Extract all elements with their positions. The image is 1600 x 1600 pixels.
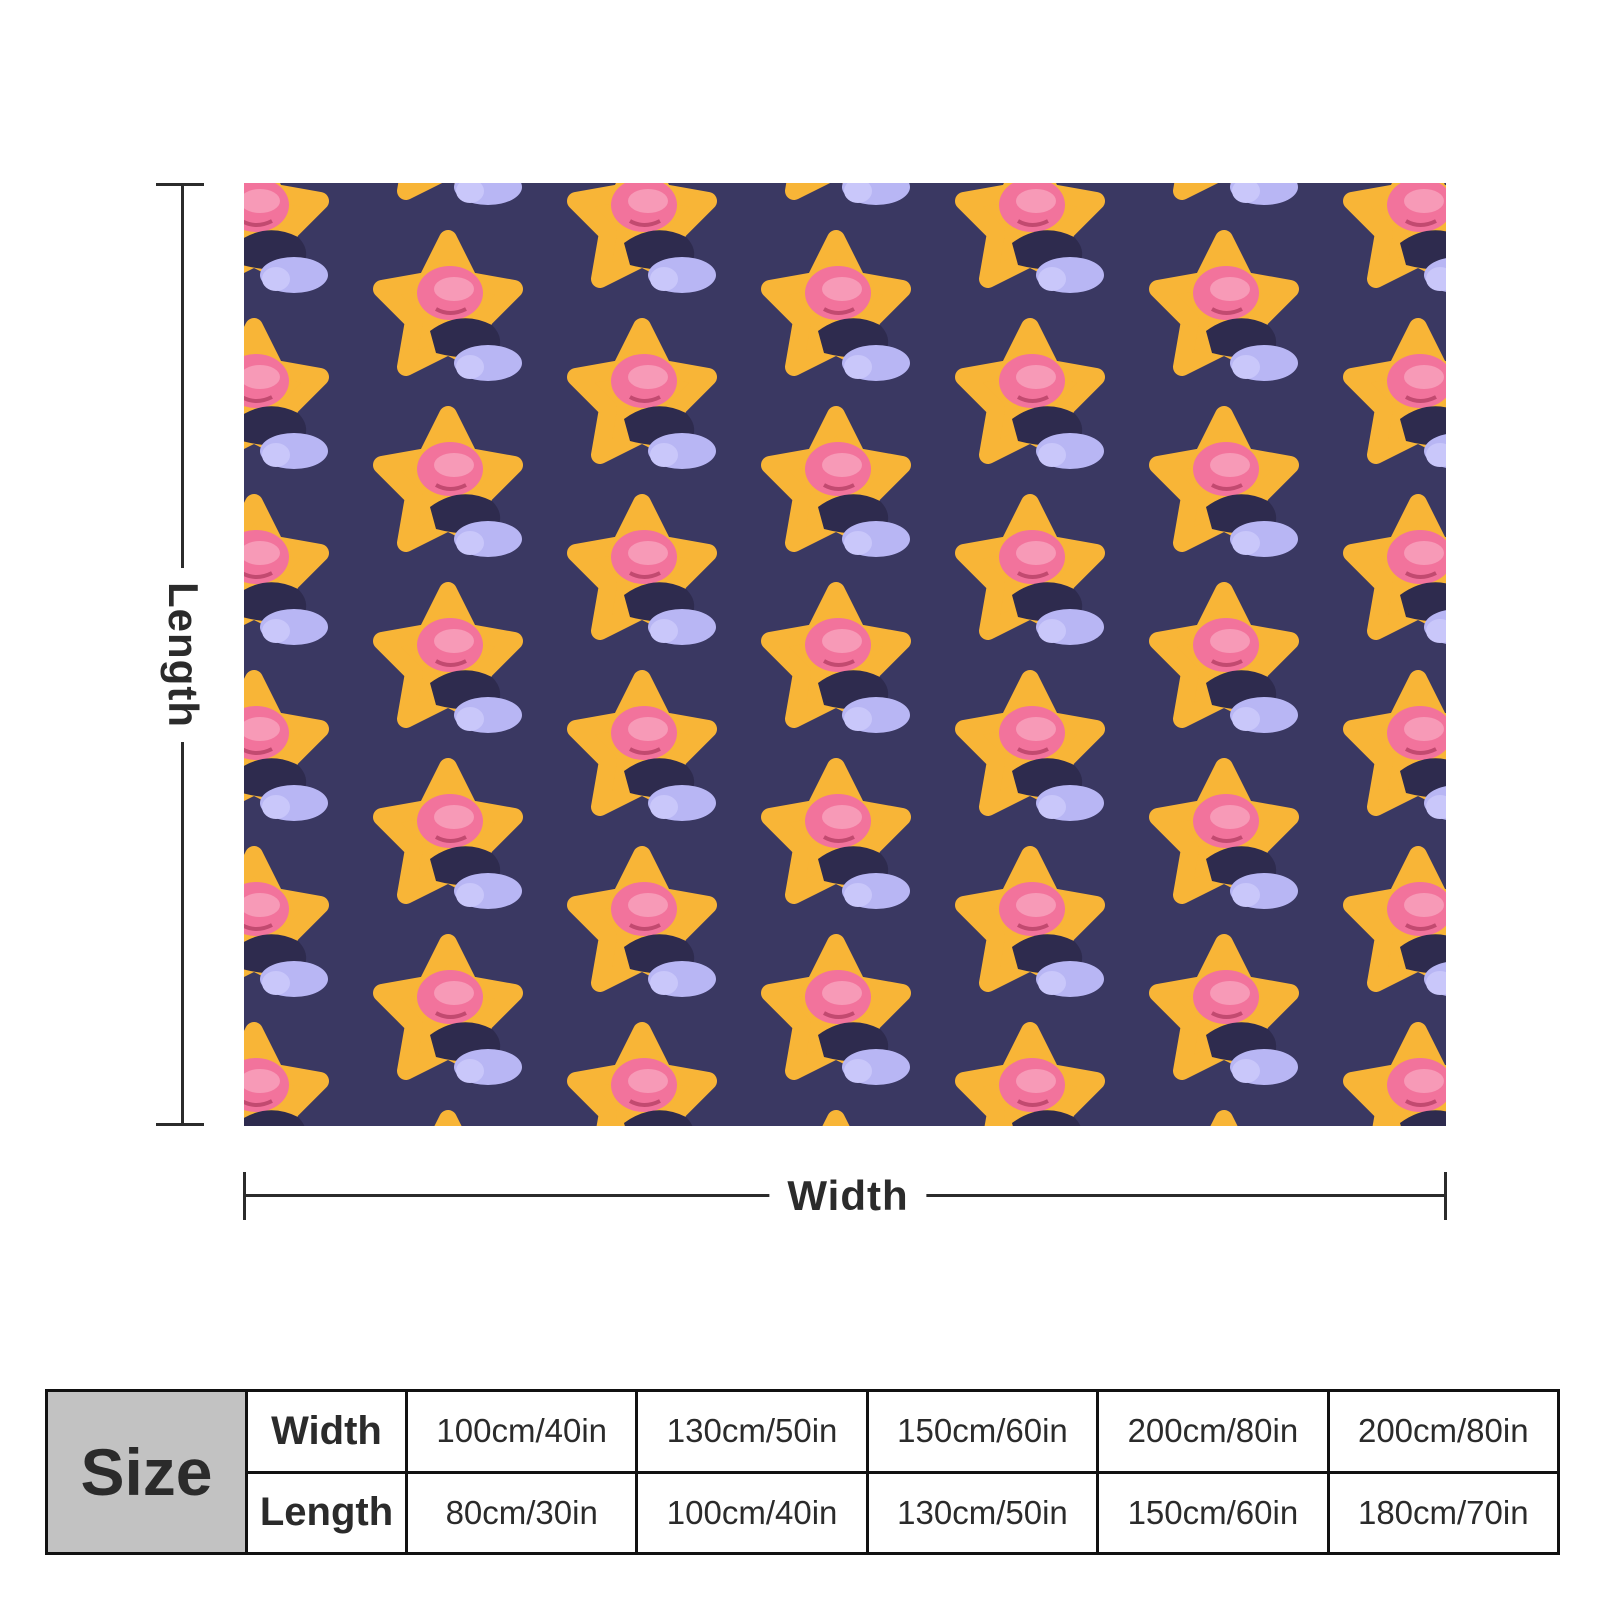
width-label: Width bbox=[769, 1172, 927, 1220]
width-value: 130cm/50in bbox=[635, 1389, 869, 1474]
star-hugging-child-icon bbox=[1352, 679, 1446, 821]
star-hugging-child-icon bbox=[1352, 183, 1446, 293]
star-hugging-child-icon bbox=[770, 1119, 910, 1126]
size-row-width: Size Width 100cm/40in 130cm/50in 150cm/6… bbox=[45, 1389, 1561, 1555]
length-value: 100cm/40in bbox=[635, 1470, 869, 1555]
width-value: 200cm/80in bbox=[1326, 1389, 1561, 1474]
star-hugging-child-icon bbox=[1352, 1031, 1446, 1126]
width-value: 150cm/60in bbox=[865, 1389, 1100, 1474]
star-hugging-child-icon bbox=[1158, 183, 1298, 205]
star-hugging-child-icon bbox=[244, 327, 328, 469]
star-pattern bbox=[244, 183, 1446, 1126]
length-value: 180cm/70in bbox=[1326, 1470, 1561, 1555]
length-dimension-top-tick bbox=[156, 183, 204, 186]
star-hugging-child-icon bbox=[964, 503, 1104, 645]
star-hugging-child-icon bbox=[1158, 239, 1298, 381]
star-hugging-child-icon bbox=[964, 1031, 1104, 1126]
star-hugging-child-icon bbox=[382, 943, 522, 1085]
star-hugging-child-icon bbox=[770, 415, 910, 557]
star-hugging-child-icon bbox=[1158, 591, 1298, 733]
star-hugging-child-icon bbox=[244, 503, 328, 645]
star-hugging-child-icon bbox=[770, 943, 910, 1085]
star-hugging-child-icon bbox=[382, 239, 522, 381]
length-row-label: Length bbox=[245, 1470, 408, 1555]
star-hugging-child-icon bbox=[1158, 415, 1298, 557]
length-value: 130cm/50in bbox=[865, 1470, 1100, 1555]
star-hugging-child-icon bbox=[576, 855, 716, 997]
star-hugging-child-icon bbox=[964, 183, 1104, 293]
length-dimension-bottom-tick bbox=[156, 1123, 204, 1126]
size-header: Size bbox=[45, 1389, 248, 1555]
star-hugging-child-icon bbox=[1158, 943, 1298, 1085]
size-chart-table: Size Width 100cm/40in 130cm/50in 150cm/6… bbox=[45, 1389, 1561, 1555]
star-hugging-child-icon bbox=[576, 679, 716, 821]
star-hugging-child-icon bbox=[1352, 855, 1446, 997]
star-hugging-child-icon bbox=[576, 1031, 716, 1126]
star-hugging-child-icon bbox=[1158, 1119, 1298, 1126]
star-hugging-child-icon bbox=[964, 327, 1104, 469]
star-hugging-child-icon bbox=[770, 591, 910, 733]
blanket-image bbox=[244, 183, 1446, 1126]
star-hugging-child-icon bbox=[576, 183, 716, 293]
star-hugging-child-icon bbox=[770, 183, 910, 205]
width-value: 100cm/40in bbox=[404, 1389, 639, 1474]
star-hugging-child-icon bbox=[244, 183, 328, 293]
star-hugging-child-icon bbox=[382, 591, 522, 733]
star-hugging-child-icon bbox=[382, 415, 522, 557]
size-row-length: Length 80cm/30in 100cm/40in 130cm/50in 1… bbox=[47, 1470, 1561, 1555]
star-hugging-child-icon bbox=[382, 1119, 522, 1126]
star-hugging-child-icon bbox=[576, 327, 716, 469]
star-hugging-child-icon bbox=[1352, 327, 1446, 469]
star-hugging-child-icon bbox=[1352, 503, 1446, 645]
width-row-label: Width bbox=[245, 1389, 408, 1474]
star-hugging-child-icon bbox=[770, 239, 910, 381]
star-hugging-child-icon bbox=[244, 1031, 328, 1126]
star-hugging-child-icon bbox=[964, 855, 1104, 997]
width-dimension-right-tick bbox=[1444, 1172, 1447, 1220]
width-value: 200cm/80in bbox=[1096, 1389, 1330, 1474]
star-hugging-child-icon bbox=[1158, 767, 1298, 909]
star-hugging-child-icon bbox=[576, 503, 716, 645]
length-label: Length bbox=[159, 568, 207, 742]
length-value: 150cm/60in bbox=[1096, 1470, 1330, 1555]
star-hugging-child-icon bbox=[244, 855, 328, 997]
star-hugging-child-icon bbox=[382, 183, 522, 205]
star-hugging-child-icon bbox=[244, 679, 328, 821]
star-hugging-child-icon bbox=[964, 679, 1104, 821]
length-value: 80cm/30in bbox=[404, 1470, 639, 1555]
star-hugging-child-icon bbox=[770, 767, 910, 909]
star-hugging-child-icon bbox=[382, 767, 522, 909]
